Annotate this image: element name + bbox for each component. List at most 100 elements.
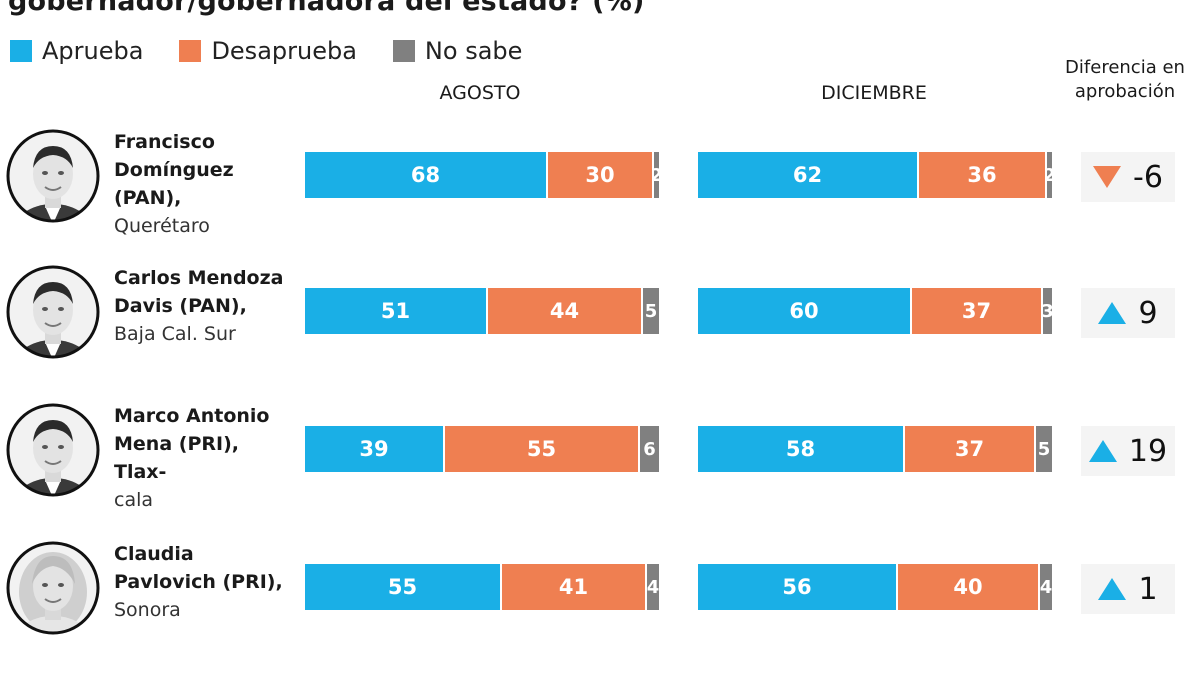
legend-item-desaprueba: Desaprueba [179, 37, 357, 65]
bar-segment-no-sabe: 2 [1045, 152, 1052, 198]
stacked-bar-agosto: 55 41 4 [305, 564, 659, 610]
bar-value-label: 44 [549, 299, 580, 323]
bar-value-label: 37 [954, 437, 985, 461]
stacked-bar-diciembre: 62 36 2 [698, 152, 1052, 198]
bar-value-label: 55 [387, 575, 418, 599]
man-portrait-icon [5, 264, 101, 360]
stacked-bar-agosto: 68 30 2 [305, 152, 659, 198]
diff-header-line-1: Diferencia en [1065, 57, 1185, 78]
legend-swatch-no-sabe [392, 40, 415, 62]
approval-difference: 1 [1081, 564, 1175, 614]
diff-header: Diferencia en aprobación [1050, 56, 1200, 104]
bar-value-label: 58 [785, 437, 816, 461]
governor-name-line: Domínguez (PAN), [114, 159, 234, 209]
bar-value-label: 60 [789, 299, 819, 323]
chart-row: Marco Antonio Mena (PRI), Tlax-cala 39 55 6 5… [0, 402, 1200, 512]
woman-portrait-icon [5, 540, 101, 636]
legend-label-desaprueba: Desaprueba [211, 37, 357, 65]
stacked-bar-agosto: 51 44 5 [305, 288, 659, 334]
bar-segment-aprueba: 60 [698, 288, 910, 334]
bar-value-label: 51 [380, 299, 411, 323]
legend-swatch-aprueba [10, 40, 32, 62]
governor-name: Francisco Domínguez (PAN), Querétaro [114, 128, 294, 240]
stacked-bar-diciembre: 58 37 5 [698, 426, 1052, 472]
bar-value-label: 68 [410, 163, 441, 187]
difference-value: 1 [1138, 571, 1158, 607]
approval-difference: -6 [1081, 152, 1175, 202]
bar-segment-no-sabe: 4 [1038, 564, 1052, 610]
bar-value-label: 56 [782, 575, 812, 599]
man-portrait-icon [5, 128, 101, 224]
governor-name-line: Carlos Mendoza [114, 267, 284, 289]
difference-value: 9 [1138, 295, 1158, 331]
legend-label-no-sabe: No sabe [424, 37, 523, 65]
up-triangle-icon [1098, 302, 1127, 324]
governor-name: Marco Antonio Mena (PRI), Tlax-cala [114, 402, 294, 514]
governor-name-line: Davis (PAN), [114, 295, 247, 317]
chart-row: Claudia Pavlovich (PRI), Sonora 55 41 4 56 40 4 1 [0, 540, 1200, 650]
governor-state: cala [114, 489, 154, 511]
down-triangle-icon [1093, 166, 1122, 188]
bar-value-label: 39 [359, 437, 389, 461]
up-triangle-icon [1098, 578, 1127, 600]
governor-name-line: Claudia [114, 543, 194, 565]
bar-value-label: 2 [1047, 165, 1052, 186]
governor-name-line: Mena (PRI), Tlax- [114, 433, 239, 483]
bar-segment-no-sabe: 3 [1041, 288, 1052, 334]
bar-segment-desaprueba: 37 [903, 426, 1034, 472]
approval-difference: 19 [1081, 426, 1175, 476]
governor-state: Sonora [114, 599, 181, 621]
bar-value-label: 4 [646, 576, 659, 598]
governor-name: Claudia Pavlovich (PRI), Sonora [114, 540, 294, 624]
bar-segment-desaprueba: 40 [896, 564, 1038, 610]
bar-value-label: 36 [967, 163, 997, 187]
bar-segment-aprueba: 55 [305, 564, 500, 610]
approval-difference: 9 [1081, 288, 1175, 338]
chart-row: Carlos Mendoza Davis (PAN), Baja Cal. Sur 5… [0, 264, 1200, 374]
legend-item-aprueba: Aprueba [10, 37, 143, 65]
bar-value-label: 5 [644, 300, 658, 322]
bar-segment-aprueba: 62 [698, 152, 917, 198]
bar-value-label: 2 [654, 165, 659, 186]
up-triangle-icon [1088, 440, 1117, 462]
diff-header-line-2: aprobación [1074, 81, 1176, 102]
bar-segment-aprueba: 56 [698, 564, 896, 610]
bar-segment-no-sabe: 4 [645, 564, 659, 610]
man-portrait-icon [5, 402, 101, 498]
bar-value-label: 3 [1043, 301, 1052, 322]
bar-value-label: 6 [643, 438, 656, 460]
bar-value-label: 55 [526, 437, 557, 461]
legend-swatch-desaprueba [179, 40, 202, 62]
legend: Aprueba Desaprueba No sabe [10, 37, 558, 65]
governor-state: Querétaro [114, 215, 210, 237]
legend-item-no-sabe: No sabe [392, 37, 523, 65]
bar-segment-aprueba: 51 [305, 288, 486, 334]
bar-value-label: 5 [1037, 438, 1051, 460]
governor-name-line: Pavlovich (PRI), [114, 571, 283, 593]
stacked-bar-diciembre: 56 40 4 [698, 564, 1052, 610]
bar-segment-desaprueba: 44 [486, 288, 641, 334]
governor-state: Baja Cal. Sur [114, 323, 236, 345]
difference-value: 19 [1128, 433, 1168, 469]
bar-value-label: 40 [953, 575, 983, 599]
bar-segment-no-sabe: 5 [641, 288, 659, 334]
legend-label-aprueba: Aprueba [42, 37, 144, 65]
bar-value-label: 30 [585, 163, 615, 187]
bar-value-label: 4 [1039, 576, 1052, 598]
month-header-diciembre: DICIEMBRE [821, 82, 927, 104]
bar-segment-desaprueba: 55 [443, 426, 638, 472]
bar-segment-desaprueba: 36 [917, 152, 1045, 198]
governor-name-line: Marco Antonio [114, 405, 270, 427]
governor-name: Carlos Mendoza Davis (PAN), Baja Cal. Sur [114, 264, 294, 348]
difference-value: -6 [1133, 159, 1163, 195]
governor-name-line: Francisco [114, 131, 215, 153]
stacked-bar-agosto: 39 55 6 [305, 426, 659, 472]
bar-segment-desaprueba: 30 [546, 152, 652, 198]
bar-value-label: 62 [792, 163, 823, 187]
chart-title: gobernador/gobernadora del estado? (%) [8, 0, 645, 17]
bar-segment-aprueba: 58 [698, 426, 903, 472]
stacked-bar-diciembre: 60 37 3 [698, 288, 1052, 334]
bar-segment-aprueba: 39 [305, 426, 443, 472]
bar-value-label: 37 [961, 299, 992, 323]
